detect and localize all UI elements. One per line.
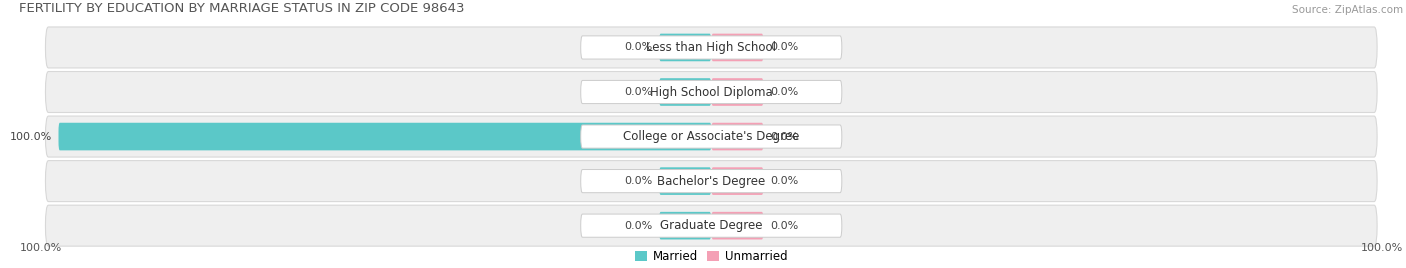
Text: 0.0%: 0.0% xyxy=(770,176,799,186)
FancyBboxPatch shape xyxy=(45,27,1376,68)
Text: 0.0%: 0.0% xyxy=(770,87,799,97)
Text: 0.0%: 0.0% xyxy=(624,176,652,186)
FancyBboxPatch shape xyxy=(581,36,842,59)
FancyBboxPatch shape xyxy=(45,72,1376,113)
Legend: Married, Unmarried: Married, Unmarried xyxy=(630,245,793,268)
FancyBboxPatch shape xyxy=(711,123,763,150)
FancyBboxPatch shape xyxy=(45,205,1376,246)
FancyBboxPatch shape xyxy=(581,170,842,193)
Text: 0.0%: 0.0% xyxy=(770,221,799,231)
Text: 0.0%: 0.0% xyxy=(624,42,652,53)
Text: Graduate Degree: Graduate Degree xyxy=(659,219,762,232)
FancyBboxPatch shape xyxy=(581,125,842,148)
Text: FERTILITY BY EDUCATION BY MARRIAGE STATUS IN ZIP CODE 98643: FERTILITY BY EDUCATION BY MARRIAGE STATU… xyxy=(20,2,465,15)
Text: Source: ZipAtlas.com: Source: ZipAtlas.com xyxy=(1292,5,1403,15)
Text: 0.0%: 0.0% xyxy=(624,87,652,97)
Text: Less than High School: Less than High School xyxy=(647,41,776,54)
FancyBboxPatch shape xyxy=(711,167,763,195)
FancyBboxPatch shape xyxy=(45,116,1376,157)
FancyBboxPatch shape xyxy=(45,161,1376,202)
FancyBboxPatch shape xyxy=(581,80,842,104)
Text: 0.0%: 0.0% xyxy=(770,132,799,142)
FancyBboxPatch shape xyxy=(659,34,711,61)
FancyBboxPatch shape xyxy=(59,123,711,150)
FancyBboxPatch shape xyxy=(711,212,763,240)
FancyBboxPatch shape xyxy=(659,78,711,106)
Text: Bachelor's Degree: Bachelor's Degree xyxy=(657,175,765,188)
Text: College or Associate's Degree: College or Associate's Degree xyxy=(623,130,800,143)
Text: 100.0%: 100.0% xyxy=(1361,243,1403,253)
Text: High School Diploma: High School Diploma xyxy=(650,85,773,99)
Text: 0.0%: 0.0% xyxy=(624,221,652,231)
Text: 100.0%: 100.0% xyxy=(10,132,52,142)
FancyBboxPatch shape xyxy=(711,78,763,106)
FancyBboxPatch shape xyxy=(659,212,711,240)
Text: 100.0%: 100.0% xyxy=(20,243,62,253)
Text: 0.0%: 0.0% xyxy=(770,42,799,53)
FancyBboxPatch shape xyxy=(711,34,763,61)
FancyBboxPatch shape xyxy=(659,167,711,195)
FancyBboxPatch shape xyxy=(581,214,842,237)
